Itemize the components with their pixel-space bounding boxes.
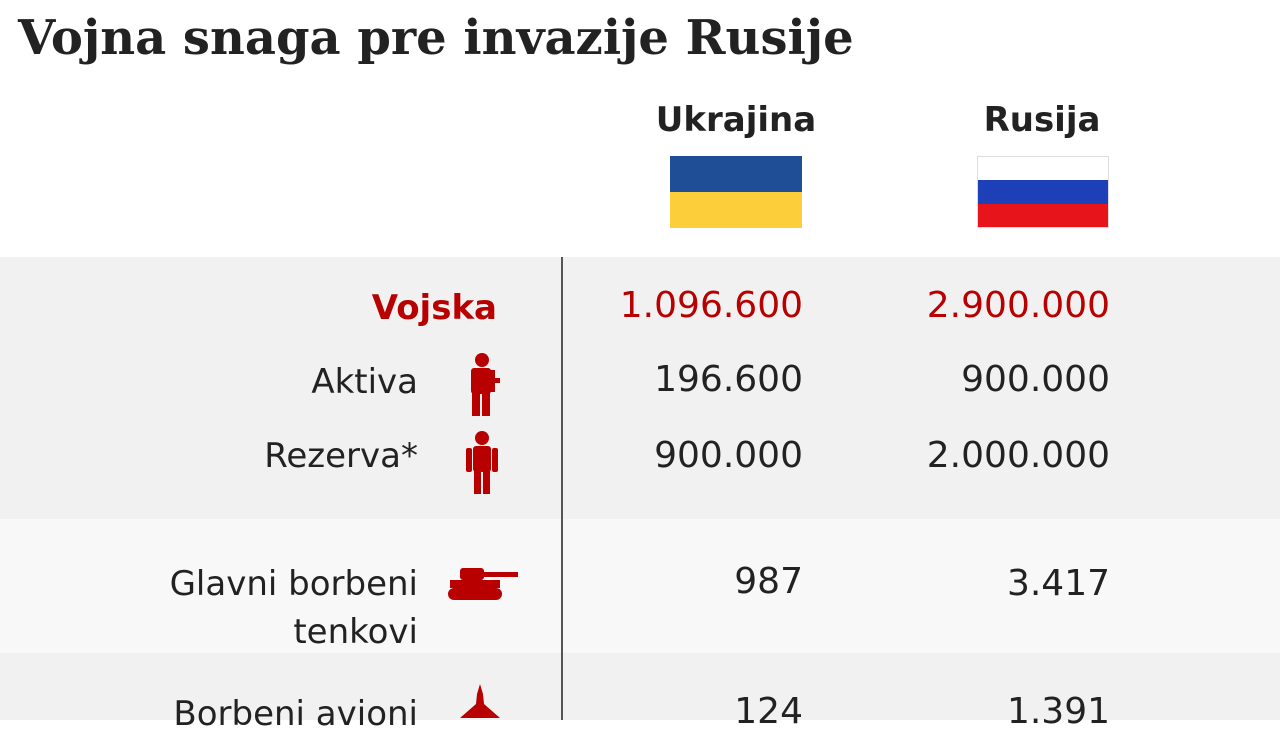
country-name-russia: Rusija — [983, 100, 1101, 140]
tanks-label-line1: Glavni borbeni — [169, 564, 418, 604]
active-russia-value: 900.000 — [961, 359, 1110, 400]
reserve-label: Rezerva* — [264, 436, 418, 476]
reserve-ukraine-value: 900.000 — [654, 435, 803, 476]
aircraft-russia-value: 1.391 — [1006, 691, 1110, 732]
tanks-ukraine-value: 987 — [734, 561, 803, 602]
aircraft-icon — [460, 684, 500, 718]
aircraft-section — [0, 653, 1280, 720]
reserve-russia-value: 2.000.000 — [926, 435, 1110, 476]
troops-section — [0, 257, 1280, 519]
aircraft-label: Borbeni avioni — [173, 694, 418, 734]
column-divider — [561, 257, 563, 720]
country-name-ukraine: Ukrajina — [655, 100, 817, 140]
troops-ukraine-value: 1.096.600 — [619, 285, 803, 326]
troops-label: Vojska — [371, 288, 497, 328]
soldier-icon — [471, 353, 500, 416]
russia-flag — [977, 156, 1109, 228]
active-ukraine-value: 196.600 — [654, 359, 803, 400]
tanks-label-line2: tenkovi — [293, 612, 418, 652]
tanks-section — [0, 519, 1280, 653]
ukraine-flag — [670, 156, 802, 228]
tank-icon — [448, 568, 518, 600]
person-icon — [466, 431, 498, 494]
active-label: Aktiva — [311, 362, 418, 402]
page-title: Vojna snaga pre invazije Rusije — [18, 10, 854, 66]
aircraft-ukraine-value: 124 — [734, 691, 803, 732]
troops-russia-value: 2.900.000 — [926, 285, 1110, 326]
tanks-russia-value: 3.417 — [1006, 563, 1110, 604]
